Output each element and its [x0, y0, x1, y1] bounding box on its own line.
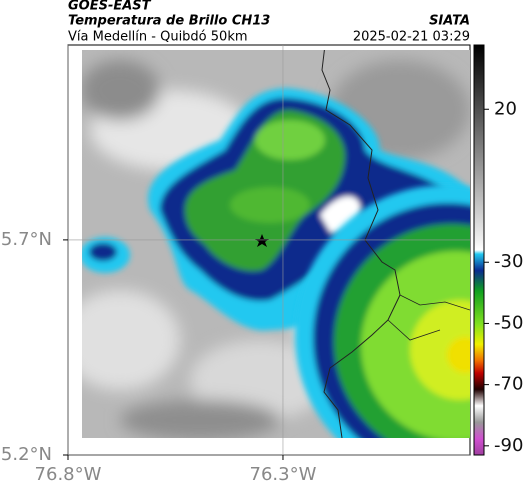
x-tick-label: 76.8°W — [35, 464, 102, 485]
colorbar-tick-label: -30 — [494, 251, 523, 272]
colorbar-tick-label: -70 — [494, 374, 523, 395]
colorbar-tick-label: -50 — [494, 312, 523, 333]
grid — [67, 45, 470, 456]
org: SIATA — [429, 14, 470, 29]
colorbar-tick-label: -90 — [494, 435, 523, 456]
coastline — [321, 50, 401, 438]
title: Temperatura de Brillo CH13 — [68, 14, 270, 29]
subtitle: Vía Medellín - Quibdó 50km — [68, 30, 248, 45]
y-tick-label: 5.7°N — [1, 229, 52, 250]
timestamp: 2025-02-21 03:29 — [353, 30, 470, 45]
border — [387, 294, 470, 341]
location-star — [255, 234, 269, 247]
cloud-southeast — [295, 185, 470, 438]
x-tick-label: 76.3°W — [250, 464, 317, 485]
colorbar-tick-label: 20 — [494, 98, 517, 119]
satellite-image — [82, 50, 470, 438]
source: GOES-EAST — [68, 0, 152, 14]
y-tick-label: 5.2°N — [1, 444, 52, 465]
colorbar — [473, 44, 485, 456]
